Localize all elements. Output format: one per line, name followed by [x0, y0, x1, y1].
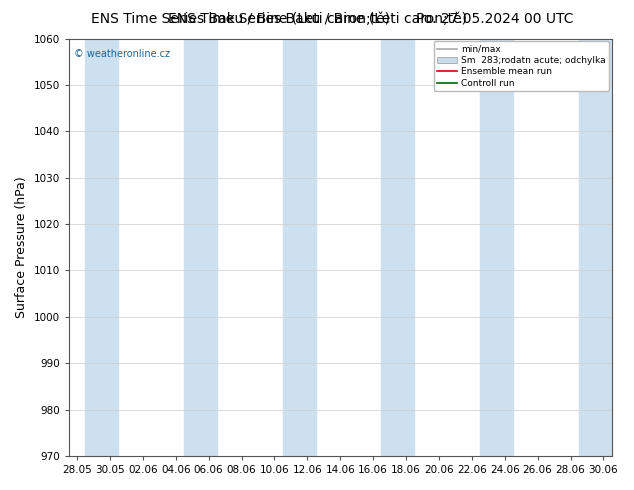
Bar [86, 39, 118, 456]
Y-axis label: Surface Pressure (hPa): Surface Pressure (hPa) [15, 176, 28, 318]
Text: © weatheronline.cz: © weatheronline.cz [74, 49, 171, 59]
Text: ENS Time Series Baku / Bine (Leti caron;tě): ENS Time Series Baku / Bine (Leti caron;… [91, 12, 391, 26]
Bar [184, 39, 217, 456]
Bar [579, 39, 612, 456]
Legend: min/max, Sm  283;rodatn acute; odchylka, Ensemble mean run, Controll run: min/max, Sm 283;rodatn acute; odchylka, … [434, 41, 609, 91]
Bar [382, 39, 414, 456]
Text: ENS Time Series Baku / Bine (Leti caron;tě): ENS Time Series Baku / Bine (Leti caron;… [167, 12, 467, 26]
Bar [283, 39, 316, 456]
Text: Po. 27.05.2024 00 UTC: Po. 27.05.2024 00 UTC [416, 12, 573, 26]
Bar [480, 39, 513, 456]
